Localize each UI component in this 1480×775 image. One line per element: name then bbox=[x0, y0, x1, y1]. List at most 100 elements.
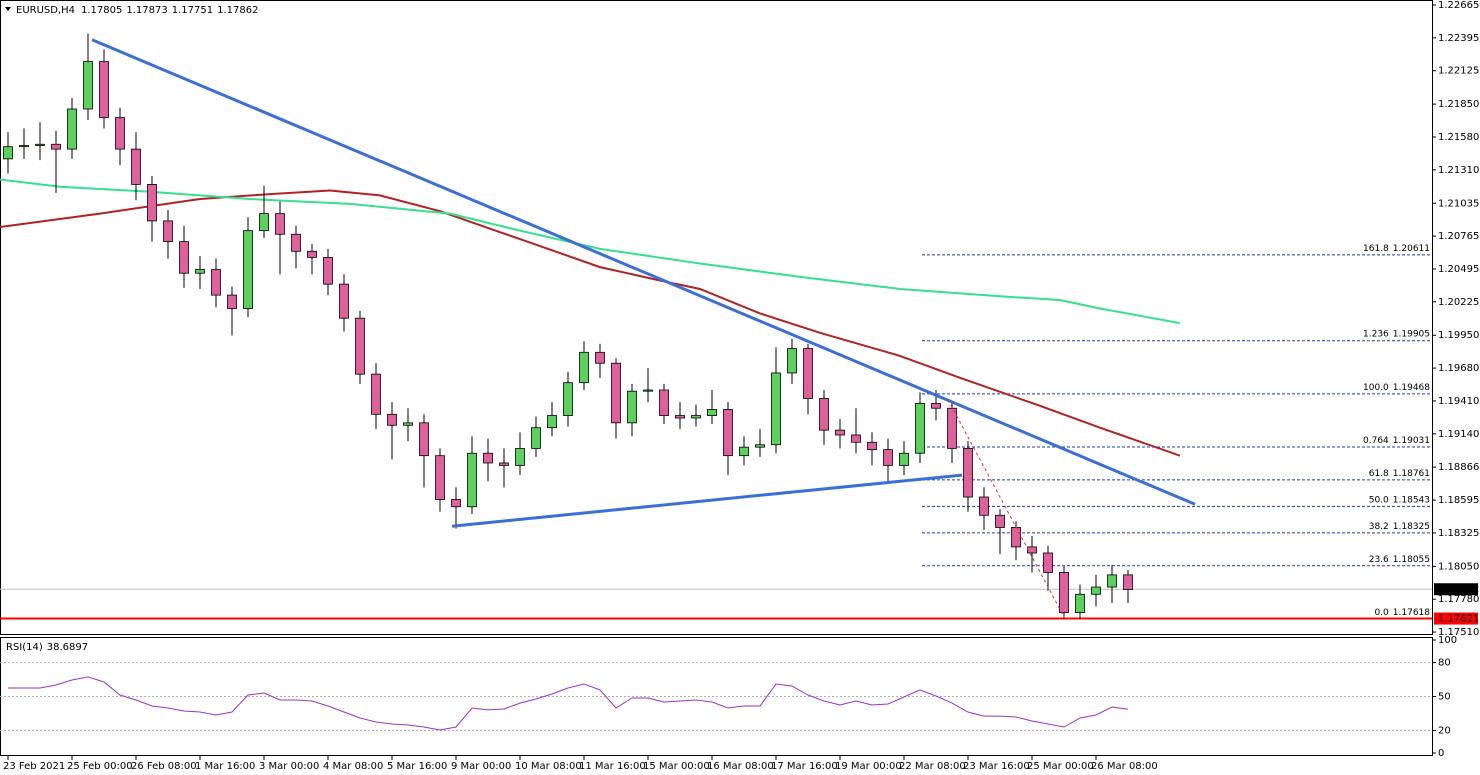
y-tick-label: 1.21580 bbox=[1438, 132, 1479, 143]
y-tick-label: 1.21310 bbox=[1438, 165, 1479, 176]
x-tick-label: 25 Feb 00:00 bbox=[67, 761, 133, 772]
candle-body bbox=[963, 447, 973, 498]
x-tick-label: 3 Mar 00:00 bbox=[259, 761, 319, 772]
candle-body bbox=[259, 213, 269, 232]
candle-body bbox=[659, 389, 669, 416]
candle-body bbox=[291, 233, 301, 252]
x-tick-label: 5 Mar 16:00 bbox=[387, 761, 447, 772]
fib-label: 38.2 1.18325 bbox=[1369, 521, 1430, 531]
candle-body bbox=[627, 390, 637, 424]
candle-body bbox=[915, 402, 925, 454]
fib-ratio: 100.0 bbox=[1363, 382, 1389, 392]
candle-body bbox=[371, 373, 381, 415]
fib-price: 1.19468 bbox=[1393, 382, 1430, 392]
x-tick-label: 19 Mar 00:00 bbox=[835, 761, 902, 772]
fib-price: 1.18761 bbox=[1393, 468, 1430, 478]
y-tick-label: 1.20765 bbox=[1438, 231, 1479, 242]
y-tick-label: 1.19680 bbox=[1438, 363, 1479, 374]
y-tick-label: 1.21035 bbox=[1438, 198, 1479, 209]
candle-body bbox=[339, 283, 349, 319]
ohlc-value: 1.17805 bbox=[81, 5, 122, 16]
x-tick-label: 4 Mar 08:00 bbox=[323, 761, 383, 772]
candle-body bbox=[227, 294, 237, 309]
y-tick-label: 1.17780 bbox=[1438, 594, 1479, 605]
fib-ratio: 38.2 bbox=[1369, 521, 1389, 531]
ohlc-value: 1.17751 bbox=[172, 5, 213, 16]
candle-body bbox=[883, 449, 893, 466]
moving-average bbox=[0, 189, 1181, 457]
candle-body bbox=[179, 241, 189, 274]
candle-body bbox=[1027, 546, 1037, 554]
y-tick-label: 1.18325 bbox=[1438, 528, 1479, 539]
rsi-line bbox=[8, 676, 1129, 731]
x-tick-label: 23 Feb 2021 bbox=[3, 761, 65, 772]
candle-body bbox=[899, 452, 909, 466]
x-tick-label: 11 Mar 16:00 bbox=[579, 761, 646, 772]
chart-header: EURUSD,H4 1.17805 1.17873 1.17751 1.17862 bbox=[16, 5, 258, 16]
fib-label: 100.0 1.19468 bbox=[1363, 382, 1430, 392]
x-tick-label: 26 Mar 08:00 bbox=[1091, 761, 1158, 772]
trendline bbox=[947, 399, 1066, 619]
candle-body bbox=[531, 427, 541, 449]
candle-body bbox=[835, 429, 845, 436]
indicator-value: 38.6897 bbox=[47, 642, 88, 653]
y-tick-label: 100 bbox=[1438, 635, 1457, 646]
y-tick-label: 1.22125 bbox=[1438, 66, 1479, 77]
candle-body bbox=[35, 143, 45, 146]
x-tick-label: 1 Mar 16:00 bbox=[195, 761, 255, 772]
candle-body bbox=[467, 452, 477, 508]
candle-body bbox=[771, 372, 781, 446]
candle-body bbox=[1075, 593, 1085, 613]
y-tick-label: 1.21850 bbox=[1438, 99, 1479, 110]
candle-body bbox=[675, 415, 685, 419]
ohlc-value: 1.17873 bbox=[126, 5, 167, 16]
indicator-header: RSI(14) 38.6897 bbox=[6, 642, 88, 653]
candle-body bbox=[851, 434, 861, 443]
candle-body bbox=[563, 382, 573, 416]
fib-price: 1.18543 bbox=[1393, 495, 1430, 505]
candle-body bbox=[1091, 586, 1101, 595]
current-price-label: 1.17862 bbox=[1438, 584, 1479, 595]
trendline bbox=[91, 38, 1196, 506]
candle-body bbox=[243, 230, 253, 309]
candle-body bbox=[275, 213, 285, 235]
candle-body bbox=[995, 514, 1005, 528]
moving-average bbox=[0, 178, 1181, 325]
y-tick-label: 1.18050 bbox=[1438, 561, 1479, 572]
fib-price: 1.19905 bbox=[1393, 329, 1430, 339]
candle-body bbox=[51, 143, 61, 150]
fib-ratio: 1.236 bbox=[1363, 329, 1389, 339]
candle-body bbox=[1059, 572, 1069, 613]
candle-body bbox=[1107, 574, 1117, 588]
y-tick-label: 1.22665 bbox=[1438, 0, 1479, 11]
candle-body bbox=[1043, 552, 1053, 573]
candle-body bbox=[691, 415, 701, 419]
candle-body bbox=[387, 413, 397, 426]
fib-ratio: 0.764 bbox=[1363, 436, 1389, 446]
candle-body bbox=[403, 422, 413, 426]
y-tick-label: 1.18595 bbox=[1438, 495, 1479, 506]
fib-ratio: 0.0 bbox=[1374, 607, 1389, 617]
y-tick-label: 1.22395 bbox=[1438, 33, 1479, 44]
candle-body bbox=[1011, 527, 1021, 548]
candle-body bbox=[579, 351, 589, 384]
candle-body bbox=[451, 499, 461, 508]
candle-body bbox=[595, 351, 605, 364]
x-tick-label: 22 Mar 08:00 bbox=[899, 761, 966, 772]
candle-body bbox=[307, 250, 317, 258]
candle-body bbox=[515, 447, 525, 466]
candle-body bbox=[19, 145, 29, 148]
candle-body bbox=[131, 148, 141, 185]
candle-body bbox=[547, 415, 557, 429]
candle-body bbox=[83, 61, 93, 110]
collapse-icon bbox=[5, 7, 11, 11]
fib-price: 1.18055 bbox=[1393, 554, 1430, 564]
y-tick-label: 1.19410 bbox=[1438, 396, 1479, 407]
current-price-box bbox=[1434, 583, 1478, 596]
candle-body bbox=[611, 362, 621, 424]
candle-body bbox=[99, 61, 109, 118]
candle-body bbox=[867, 441, 877, 450]
support-price-label: 1.17621 bbox=[1438, 614, 1479, 625]
fib-price: 1.19031 bbox=[1393, 436, 1430, 446]
